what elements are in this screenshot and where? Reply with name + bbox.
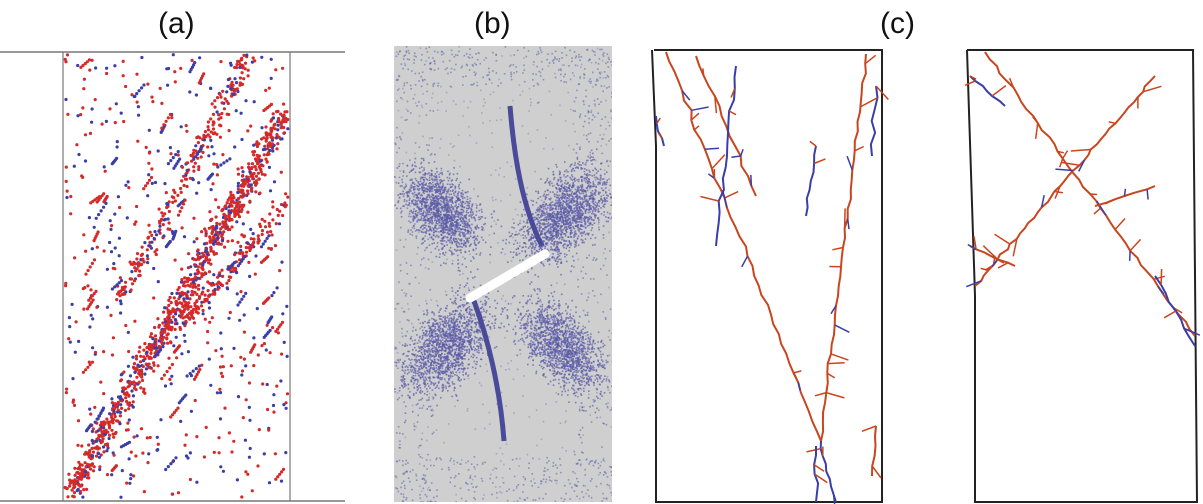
crack-dots xyxy=(63,53,290,499)
damage-dots xyxy=(394,46,612,502)
panel-c-left xyxy=(636,46,896,504)
panel-c-right xyxy=(955,46,1203,504)
panel-a xyxy=(0,0,350,504)
specimen-frame xyxy=(651,49,883,503)
lower-wing-crack xyxy=(471,300,507,442)
panel-c-right-plot xyxy=(964,49,1201,503)
panel-label-a: (a) xyxy=(158,7,195,40)
crack-network xyxy=(964,51,1201,347)
panel-b-plot xyxy=(394,46,612,502)
panel-a-plot xyxy=(0,51,345,502)
specimen-frame xyxy=(966,49,1199,503)
panel-label-c: (c) xyxy=(880,7,915,40)
panel-b xyxy=(392,46,616,504)
panel-c-left-plot xyxy=(651,49,889,504)
inclusion-flaw xyxy=(465,249,550,303)
crack-network xyxy=(655,51,889,504)
upper-wing-crack xyxy=(507,105,545,248)
panel-label-b: (b) xyxy=(474,7,511,40)
